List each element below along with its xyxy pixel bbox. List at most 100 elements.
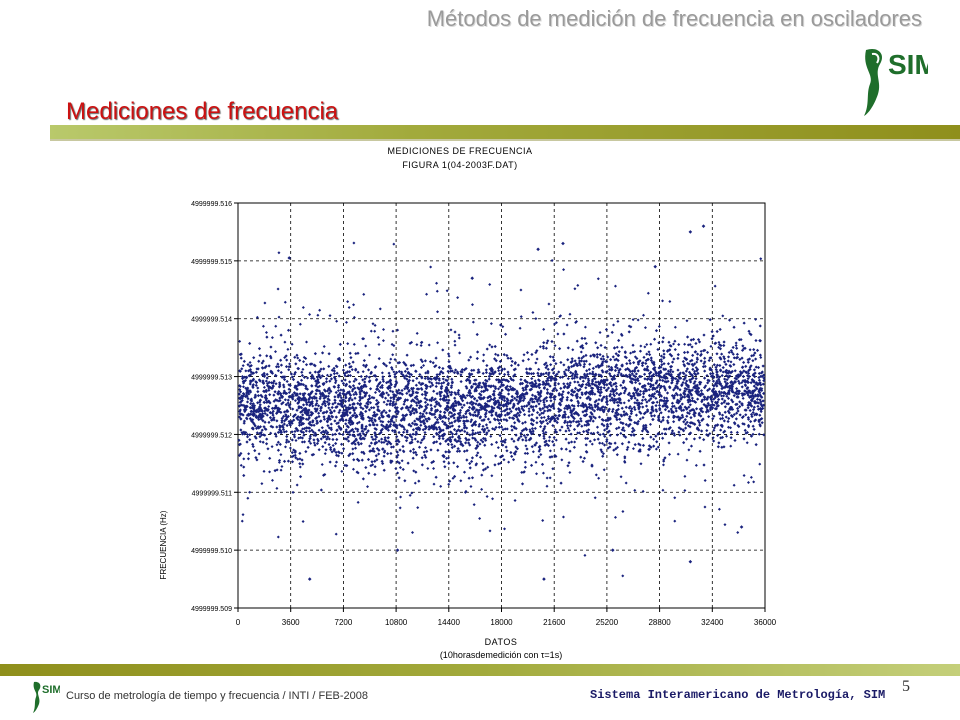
- data-point: [494, 425, 498, 429]
- data-point: [612, 448, 616, 452]
- data-point: [474, 413, 478, 417]
- data-point: [735, 352, 739, 356]
- data-point: [439, 484, 443, 488]
- data-point: [685, 458, 689, 462]
- data-point: [435, 417, 440, 422]
- data-point: [268, 415, 273, 420]
- data-point: [264, 331, 268, 335]
- data-point: [641, 489, 645, 493]
- data-point: [701, 417, 705, 421]
- data-point: [573, 380, 577, 384]
- data-point: [444, 423, 448, 427]
- data-point: [647, 372, 652, 376]
- data-point: [589, 431, 593, 435]
- data-point: [327, 398, 331, 402]
- data-point: [253, 449, 257, 453]
- data-point: [542, 327, 546, 331]
- data-point: [282, 414, 286, 418]
- data-point: [481, 381, 485, 385]
- data-point: [449, 439, 453, 444]
- data-point: [567, 441, 571, 445]
- data-point: [640, 401, 644, 405]
- data-point: [240, 519, 244, 523]
- data-point: [564, 437, 568, 441]
- data-point: [623, 459, 627, 463]
- data-point: [695, 357, 700, 361]
- data-point: [379, 411, 384, 415]
- data-point: [465, 458, 469, 462]
- data-point: [357, 443, 361, 447]
- data-point: [696, 419, 700, 423]
- data-point: [315, 375, 319, 379]
- data-point: [681, 395, 685, 399]
- data-point: [612, 382, 616, 386]
- data-point: [734, 344, 738, 348]
- data-point: [262, 469, 266, 473]
- data-point: [534, 395, 538, 399]
- data-point: [447, 398, 451, 402]
- data-point: [512, 413, 516, 418]
- data-point: [692, 381, 696, 386]
- data-point: [578, 396, 582, 400]
- data-point: [724, 374, 728, 378]
- data-point: [291, 490, 295, 494]
- data-point: [443, 407, 448, 411]
- data-point: [592, 431, 596, 435]
- data-point: [450, 435, 455, 439]
- data-point: [313, 443, 317, 447]
- data-point: [483, 443, 487, 447]
- data-point: [589, 386, 594, 390]
- data-point: [437, 430, 441, 435]
- data-point: [720, 435, 725, 440]
- data-point: [374, 402, 378, 406]
- data-point: [499, 461, 503, 465]
- data-point: [510, 364, 514, 368]
- data-point: [527, 407, 531, 411]
- data-point: [423, 430, 427, 435]
- data-point: [470, 433, 474, 437]
- data-point: [615, 345, 619, 349]
- data-point: [551, 423, 555, 428]
- frequency-chart: MEDICIONES DE FRECUENCIA FIGURA 1(04-200…: [150, 140, 790, 670]
- data-point: [351, 405, 355, 409]
- data-point: [385, 442, 389, 446]
- data-point: [730, 385, 735, 389]
- data-point: [511, 416, 516, 421]
- data-point: [636, 362, 641, 366]
- data-point: [484, 384, 488, 388]
- data-point: [449, 393, 453, 397]
- data-point: [713, 400, 718, 404]
- data-point: [610, 367, 614, 371]
- data-point: [436, 341, 440, 345]
- data-point: [283, 340, 287, 344]
- data-point: [497, 425, 501, 429]
- data-point: [524, 436, 528, 440]
- data-point: [306, 411, 310, 415]
- data-point: [304, 386, 308, 390]
- data-point: [616, 353, 621, 358]
- outlier-point: [536, 247, 540, 252]
- data-point: [287, 419, 291, 424]
- data-point: [692, 399, 697, 404]
- data-point: [564, 429, 568, 433]
- data-point: [456, 296, 460, 300]
- data-point: [426, 369, 430, 373]
- data-point: [681, 415, 685, 419]
- data-point: [666, 415, 671, 419]
- data-point: [367, 471, 371, 475]
- data-point: [251, 427, 255, 431]
- data-point: [759, 400, 763, 404]
- data-point: [644, 423, 648, 427]
- data-point: [291, 397, 295, 401]
- data-point: [685, 367, 689, 371]
- data-point: [442, 460, 446, 464]
- data-point: [264, 398, 268, 402]
- data-point: [663, 404, 667, 408]
- data-point: [324, 429, 328, 433]
- data-point: [530, 380, 534, 385]
- data-point: [614, 411, 618, 415]
- data-point: [468, 379, 472, 383]
- data-point: [722, 343, 726, 348]
- data-point: [666, 362, 671, 366]
- data-point: [683, 389, 687, 394]
